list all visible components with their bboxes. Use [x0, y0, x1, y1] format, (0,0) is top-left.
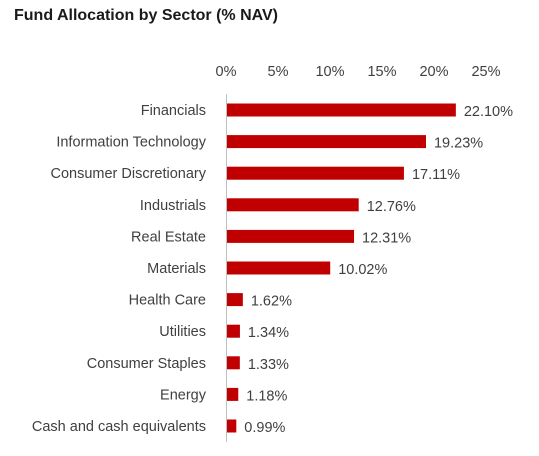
category-label: Real Estate [131, 229, 206, 245]
data-label: 12.31% [362, 230, 411, 246]
category-label: Utilities [159, 324, 206, 340]
category-label: Information Technology [56, 135, 206, 151]
category-label: Consumer Staples [87, 356, 206, 372]
category-label: Consumer Discretionary [50, 166, 206, 182]
bar [227, 324, 240, 338]
bar [227, 198, 359, 212]
category-label: Health Care [129, 293, 206, 309]
bar [227, 135, 426, 149]
data-labels: 22.10% 19.23% 17.11% 12.76% 12.31% 10.02% 1.62… [244, 104, 513, 436]
data-label: 1.18% [246, 388, 287, 404]
data-label: 0.99% [244, 420, 285, 436]
bar [227, 387, 239, 401]
data-label: 22.10% [464, 104, 513, 120]
bar [227, 261, 331, 275]
data-label: 1.33% [248, 357, 289, 373]
x-tick-label: 25% [471, 64, 500, 80]
x-tick-label: 15% [367, 64, 396, 80]
bar [227, 356, 240, 370]
bar [227, 293, 243, 307]
bar [227, 103, 456, 117]
bar [227, 419, 237, 433]
chart-title: Fund Allocation by Sector (% NAV) [14, 7, 279, 24]
x-tick-label: 0% [216, 64, 237, 80]
data-label: 19.23% [434, 136, 483, 152]
x-tick-label: 5% [268, 64, 289, 80]
bars [227, 103, 456, 433]
category-label: Cash and cash equivalents [32, 419, 206, 435]
category-labels: Financials Information Technology Consumer… [32, 103, 207, 435]
data-label: 17.11% [412, 167, 460, 183]
x-tick-label: 10% [315, 64, 344, 80]
data-label: 10.02% [338, 262, 387, 278]
category-label: Financials [141, 103, 206, 119]
data-label: 12.76% [367, 199, 416, 215]
data-label: 1.34% [248, 325, 289, 341]
bar [227, 166, 404, 180]
data-label: 1.62% [251, 294, 292, 310]
category-label: Materials [147, 261, 206, 277]
x-tick-label: 20% [419, 64, 448, 80]
bar [227, 229, 355, 243]
category-label: Energy [160, 387, 207, 403]
x-tick-labels: 0% 5% 10% 15% 20% 25% [216, 64, 501, 80]
category-label: Industrials [140, 198, 206, 214]
